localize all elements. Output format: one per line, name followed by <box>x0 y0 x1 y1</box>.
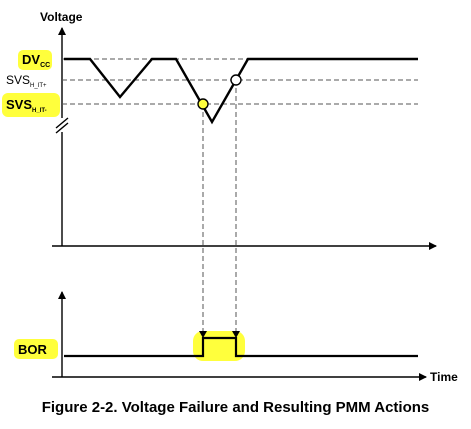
highlight-svs-minus-label <box>2 93 60 117</box>
svs-plus-crossing-marker <box>230 74 242 86</box>
svs-minus-crossing-marker <box>197 98 209 110</box>
highlight-marks <box>2 50 245 361</box>
drop-arrow-plus <box>232 331 240 338</box>
figure-caption: Figure 2-2. Voltage Failure and Resultin… <box>41 399 430 416</box>
drop-arrows <box>199 331 240 338</box>
bor-axis <box>52 291 427 381</box>
bor-label: BOR <box>18 342 48 357</box>
bor-signal <box>64 336 418 358</box>
dvcc-label: DVCC <box>22 52 50 69</box>
voltage-axis <box>52 27 437 250</box>
axis-break-mark <box>55 122 69 134</box>
voltage-waveform <box>64 57 418 125</box>
x-axis-label: Time <box>430 370 458 384</box>
highlight-dvcc-label <box>18 50 52 70</box>
svs-plus-label: SVSH_IT+ <box>6 73 47 89</box>
svs-minus-label: SVSH_IT- <box>6 97 47 114</box>
drop-arrow-minus <box>199 331 207 338</box>
axis-break-mark-2 <box>55 117 69 129</box>
y-axis-label: Voltage <box>40 10 83 24</box>
level-lines <box>62 58 418 331</box>
highlight-bor-label <box>14 339 58 359</box>
